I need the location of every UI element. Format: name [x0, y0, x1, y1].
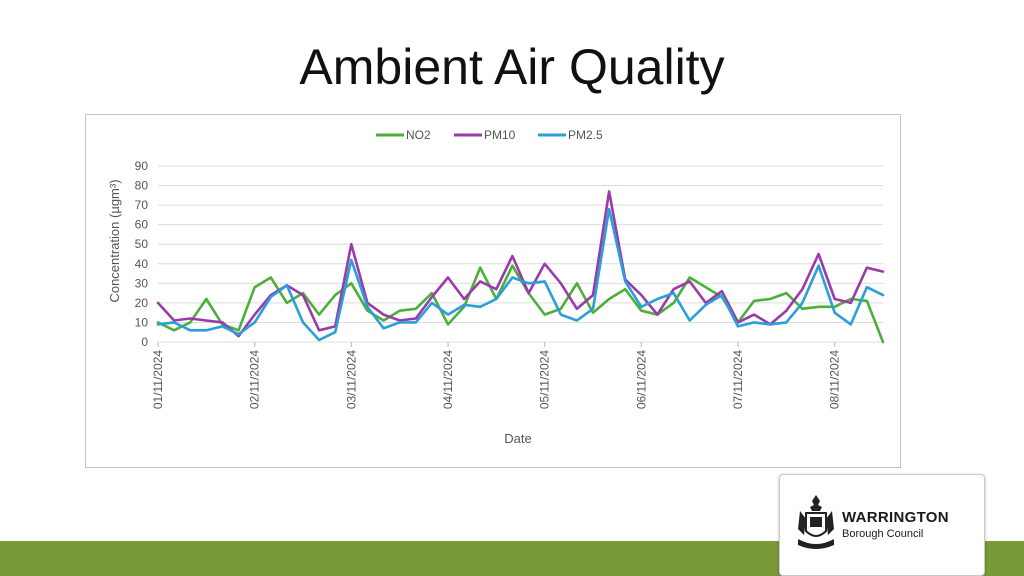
y-tick-label: 90	[135, 159, 149, 173]
y-tick-label: 30	[135, 276, 149, 290]
y-tick-label: 80	[135, 179, 149, 193]
logo-subtitle: Borough Council	[842, 528, 924, 540]
chart-legend: NO2 PM10 PM2.5	[376, 128, 603, 142]
x-tick-label: 02/11/2024	[248, 350, 262, 409]
legend-label: PM2.5	[568, 128, 603, 142]
council-logo: WARRINGTON Borough Council	[779, 474, 985, 576]
y-tick-label: 40	[135, 257, 149, 271]
y-tick-label: 0	[141, 335, 148, 349]
x-tick-label: 05/11/2024	[538, 350, 552, 409]
x-tick-label: 08/11/2024	[828, 350, 842, 409]
y-tick-label: 10	[135, 315, 149, 329]
legend-label: NO2	[406, 128, 431, 142]
x-tick-label: 01/11/2024	[151, 350, 165, 409]
chart-panel: NO2 PM10 PM2.5 0 10 20 30 40 50 60 70 80 90 01/11/2…	[85, 114, 901, 468]
legend-label: PM10	[484, 128, 516, 142]
x-tick-label: 06/11/2024	[634, 350, 648, 409]
y-axis-ticks: 0 10 20 30 40 50 60 70 80 90	[135, 159, 149, 349]
warrington-crest-icon	[798, 495, 834, 549]
series-line-pm25	[156, 207, 885, 342]
y-tick-label: 70	[135, 198, 149, 212]
y-tick-label: 50	[135, 237, 149, 251]
logo-name: WARRINGTON	[842, 509, 949, 526]
x-tick-label: 03/11/2024	[344, 350, 358, 409]
air-quality-line-chart: NO2 PM10 PM2.5 0 10 20 30 40 50 60 70 80 90 01/11/2…	[107, 128, 885, 446]
y-tick-label: 60	[135, 218, 149, 232]
chart-series	[156, 190, 885, 344]
x-axis-ticks: 01/11/2024 02/11/2024 03/11/2024 04/11/2024…	[151, 342, 842, 409]
x-tick-label: 07/11/2024	[731, 350, 745, 409]
y-axis-label: Concentration (µgm³)	[107, 179, 122, 302]
y-tick-label: 20	[135, 296, 149, 310]
page-title: Ambient Air Quality	[299, 39, 725, 95]
x-tick-label: 04/11/2024	[441, 350, 455, 409]
x-axis-label: Date	[504, 431, 531, 446]
chart-gridlines	[158, 165, 883, 343]
